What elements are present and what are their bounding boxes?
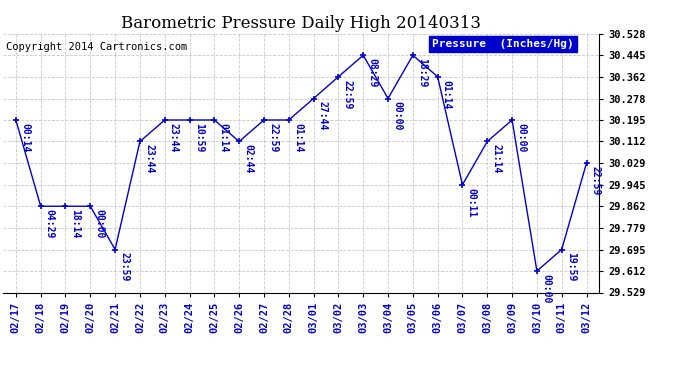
- Text: 01:14: 01:14: [293, 123, 303, 152]
- Text: 22:59: 22:59: [268, 123, 278, 152]
- Text: 04:29: 04:29: [45, 209, 55, 238]
- Text: 27:44: 27:44: [318, 101, 328, 130]
- Text: 00:00: 00:00: [95, 209, 104, 238]
- Text: 19:59: 19:59: [566, 252, 576, 282]
- Text: 00:00: 00:00: [392, 101, 402, 130]
- Text: 23:59: 23:59: [119, 252, 129, 282]
- Text: Pressure  (Inches/Hg): Pressure (Inches/Hg): [432, 39, 574, 49]
- Text: 18:14: 18:14: [70, 209, 79, 238]
- Text: 23:44: 23:44: [144, 144, 154, 174]
- Text: 10:59: 10:59: [194, 123, 204, 152]
- Text: 22:59: 22:59: [591, 166, 601, 195]
- Text: 22:59: 22:59: [342, 80, 353, 109]
- Text: 23:44: 23:44: [169, 123, 179, 152]
- Text: 21:14: 21:14: [491, 144, 502, 174]
- Text: Copyright 2014 Cartronics.com: Copyright 2014 Cartronics.com: [6, 42, 188, 51]
- Text: 00:00: 00:00: [516, 123, 526, 152]
- Text: 02:44: 02:44: [244, 144, 253, 174]
- Text: 00:11: 00:11: [466, 188, 477, 217]
- Text: 00:14: 00:14: [20, 123, 30, 152]
- Text: 08:29: 08:29: [367, 58, 377, 87]
- Text: 00:00: 00:00: [541, 274, 551, 303]
- Text: 01:14: 01:14: [219, 123, 228, 152]
- Title: Barometric Pressure Daily High 20140313: Barometric Pressure Daily High 20140313: [121, 15, 481, 32]
- Text: 18:29: 18:29: [417, 58, 427, 87]
- Text: 01:14: 01:14: [442, 80, 452, 109]
